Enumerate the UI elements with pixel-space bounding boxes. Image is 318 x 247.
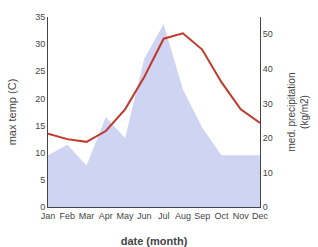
svg-text:Jul: Jul xyxy=(158,211,170,221)
svg-text:50: 50 xyxy=(263,29,273,39)
svg-text:10: 10 xyxy=(263,168,273,178)
svg-text:15: 15 xyxy=(35,121,45,131)
svg-text:Dec: Dec xyxy=(252,211,269,221)
svg-text:Nov: Nov xyxy=(233,211,250,221)
svg-text:0: 0 xyxy=(263,202,268,212)
svg-text:Oct: Oct xyxy=(214,211,229,221)
svg-text:med. precipitation(kg/m2): med. precipitation(kg/m2) xyxy=(286,73,310,152)
svg-text:20: 20 xyxy=(263,133,273,143)
svg-text:date (month): date (month) xyxy=(121,235,188,247)
svg-text:40: 40 xyxy=(263,64,273,74)
svg-text:Jan: Jan xyxy=(41,211,56,221)
svg-text:0: 0 xyxy=(40,202,45,212)
svg-text:Aug: Aug xyxy=(175,211,191,221)
svg-text:Jun: Jun xyxy=(137,211,152,221)
svg-text:35: 35 xyxy=(35,12,45,22)
svg-text:Apr: Apr xyxy=(99,211,113,221)
svg-text:max temp (C): max temp (C) xyxy=(6,79,18,146)
svg-text:20: 20 xyxy=(35,94,45,104)
svg-text:5: 5 xyxy=(40,175,45,185)
svg-text:25: 25 xyxy=(35,66,45,76)
svg-text:Feb: Feb xyxy=(60,211,76,221)
svg-text:30: 30 xyxy=(263,99,273,109)
svg-text:May: May xyxy=(117,211,135,221)
svg-text:Sep: Sep xyxy=(194,211,210,221)
svg-text:10: 10 xyxy=(35,148,45,158)
svg-text:30: 30 xyxy=(35,39,45,49)
svg-text:Mar: Mar xyxy=(79,211,95,221)
